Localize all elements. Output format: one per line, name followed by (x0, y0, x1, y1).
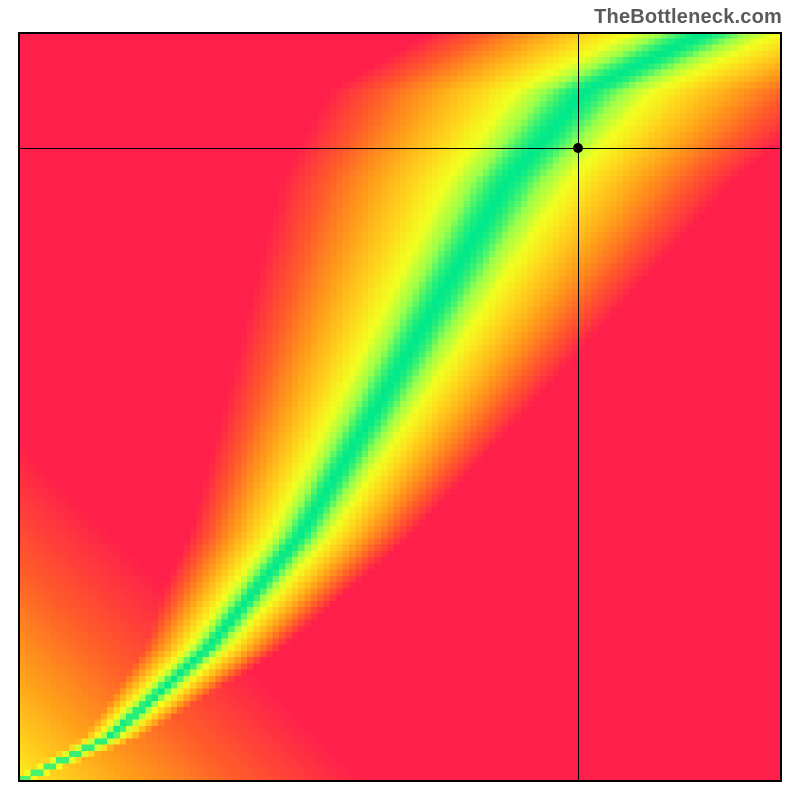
heatmap-canvas (18, 32, 782, 782)
watermark-text: TheBottleneck.com (594, 6, 782, 29)
crosshair-marker (573, 143, 583, 153)
crosshair-horizontal (18, 148, 782, 149)
heatmap-plot (18, 32, 782, 782)
